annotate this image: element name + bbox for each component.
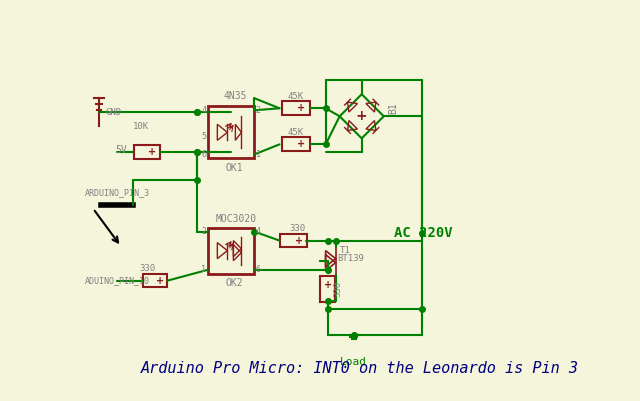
Text: BT139: BT139 bbox=[338, 254, 365, 263]
Bar bbox=[280, 234, 307, 247]
Bar bbox=[208, 106, 255, 158]
Text: 330: 330 bbox=[289, 224, 306, 233]
Text: OK2: OK2 bbox=[225, 277, 243, 288]
Text: 1: 1 bbox=[255, 150, 260, 159]
Text: 45K: 45K bbox=[287, 92, 303, 101]
Bar bbox=[320, 276, 335, 302]
Bar bbox=[282, 137, 310, 151]
Text: 330: 330 bbox=[139, 264, 156, 273]
Text: 2: 2 bbox=[255, 106, 260, 115]
Text: +: + bbox=[297, 103, 305, 113]
Bar bbox=[282, 101, 310, 115]
Text: +: + bbox=[156, 276, 164, 286]
Bar bbox=[134, 145, 160, 159]
Text: +: + bbox=[324, 280, 332, 290]
Text: GND: GND bbox=[105, 108, 121, 117]
Text: 45K: 45K bbox=[287, 128, 303, 137]
Text: T1: T1 bbox=[340, 246, 350, 255]
Bar bbox=[143, 274, 167, 287]
Text: AC 220V: AC 220V bbox=[394, 226, 452, 239]
Text: B1: B1 bbox=[388, 102, 398, 114]
Text: ADUINO_PIN_10: ADUINO_PIN_10 bbox=[85, 276, 150, 285]
Text: +: + bbox=[294, 236, 303, 245]
Text: Load: Load bbox=[340, 357, 367, 367]
Text: 4: 4 bbox=[201, 106, 206, 115]
Text: OK1: OK1 bbox=[225, 164, 243, 173]
Text: 2: 2 bbox=[201, 227, 206, 236]
Text: 5V: 5V bbox=[115, 146, 127, 155]
Text: ARDUINO_PIN_3: ARDUINO_PIN_3 bbox=[85, 188, 150, 197]
Text: 10K: 10K bbox=[133, 122, 149, 131]
Text: 5: 5 bbox=[201, 132, 206, 141]
Text: MOC3020: MOC3020 bbox=[215, 214, 257, 224]
Text: 6: 6 bbox=[201, 150, 206, 159]
Text: 4: 4 bbox=[255, 227, 260, 236]
Bar bbox=[208, 228, 255, 273]
Text: 4N35: 4N35 bbox=[223, 91, 247, 101]
Text: +: + bbox=[297, 140, 305, 149]
Text: 330: 330 bbox=[333, 281, 342, 297]
Text: +: + bbox=[356, 109, 367, 123]
Text: 1: 1 bbox=[201, 265, 206, 274]
Text: +: + bbox=[148, 148, 156, 157]
Text: 6: 6 bbox=[255, 265, 260, 274]
Text: Arduino Pro Micro: INT0 on the Leonardo is Pin 3: Arduino Pro Micro: INT0 on the Leonardo … bbox=[141, 361, 579, 377]
